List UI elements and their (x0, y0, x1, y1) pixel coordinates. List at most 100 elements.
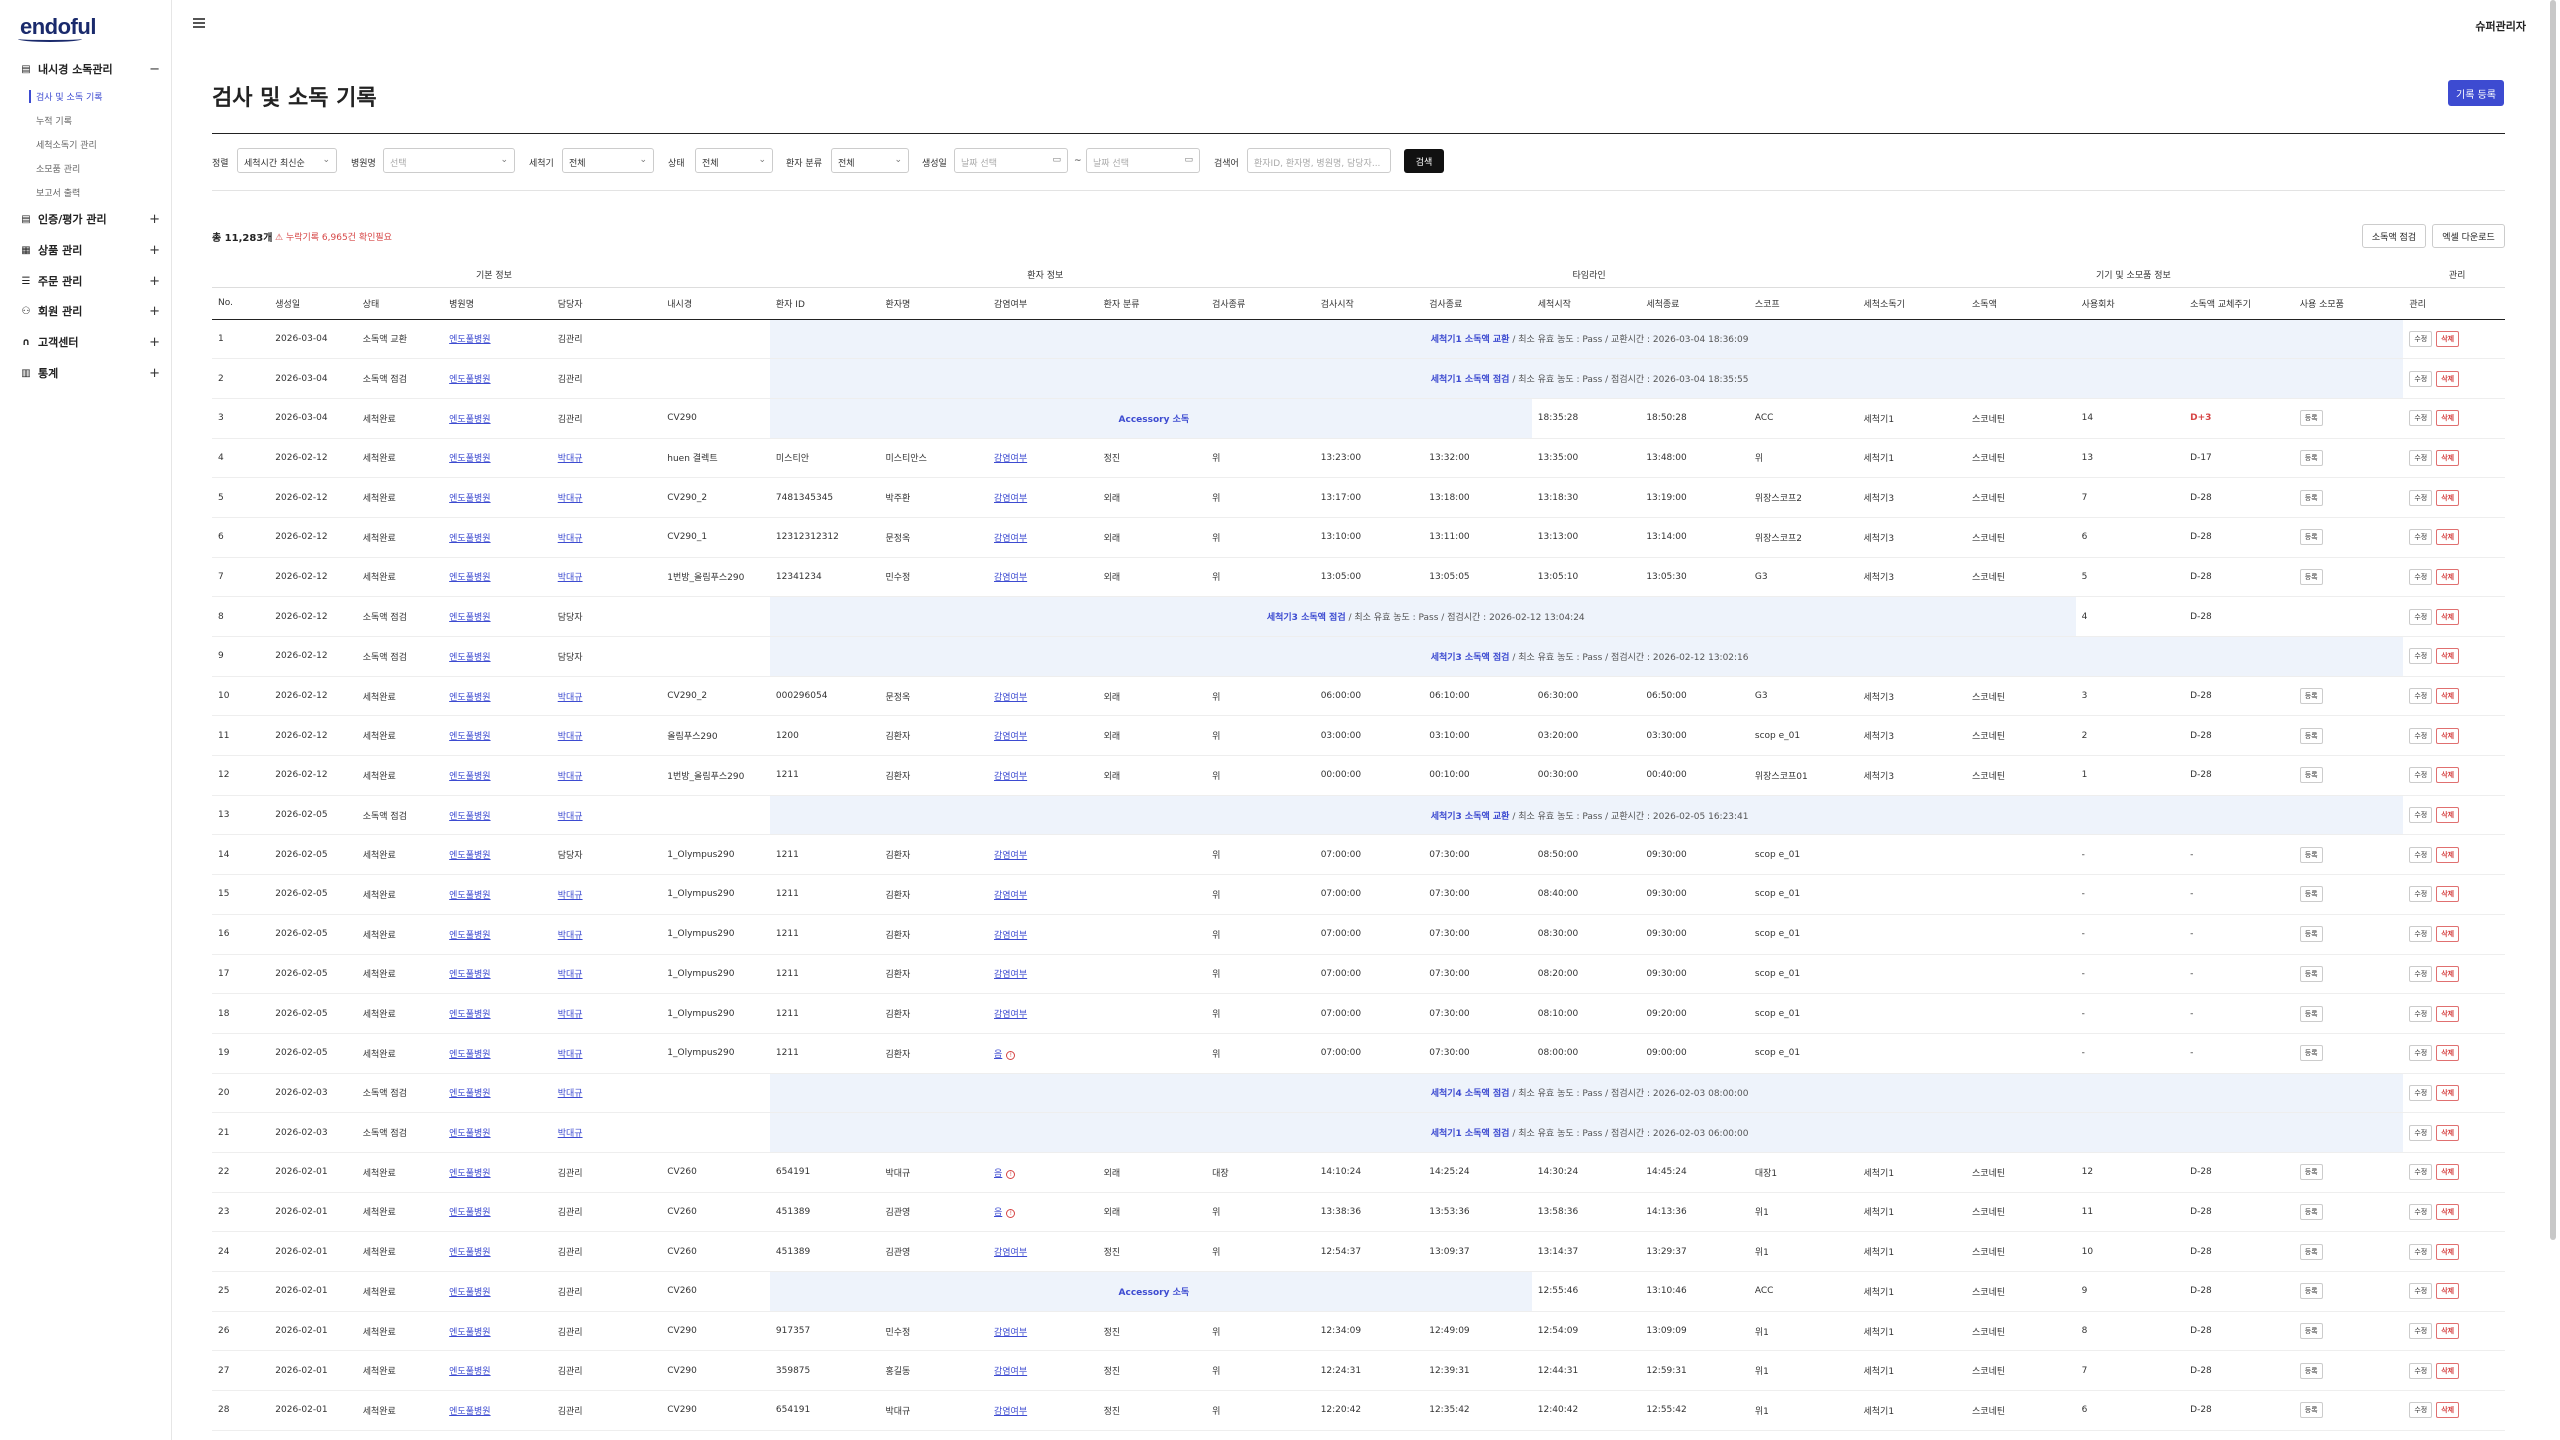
hospital-link[interactable]: 엔도풀병원 (443, 1192, 552, 1233)
hospital-link[interactable]: 엔도풀병원 (443, 755, 552, 796)
hospital-link-text[interactable]: 엔도풀병원 (449, 1287, 491, 1298)
staff-name-text[interactable]: 박대규 (557, 970, 583, 981)
hospital-link[interactable]: 엔도풀병원 (443, 676, 552, 717)
delete-button[interactable]: 삭제 (2436, 410, 2460, 427)
staff-name-text[interactable]: 박대규 (557, 533, 583, 544)
edit-button[interactable]: 수정 (2409, 1323, 2433, 1340)
search-button[interactable]: 검색 (1404, 149, 1444, 173)
delete-button[interactable]: 삭제 (2436, 1045, 2460, 1062)
staff-name[interactable]: 박대규 (551, 517, 662, 558)
staff-name-text[interactable]: 박대규 (557, 771, 583, 782)
infection-status-text[interactable]: 감염여부 (994, 1327, 1028, 1338)
hospital-link[interactable]: 엔도풀병원 (443, 914, 552, 955)
infection-status[interactable]: 감염여부 (988, 715, 1098, 757)
staff-name[interactable]: 박대규 (551, 477, 662, 518)
table-row[interactable]: 25 2026-02-01 세척완료 엔도풀병원 김관리 CV260 Accessory 소… (212, 1271, 2505, 1312)
infection-status-text[interactable]: 감염여부 (994, 454, 1028, 465)
delete-button[interactable]: 삭제 (2436, 568, 2460, 585)
table-row[interactable]: 19 2026-02-05 세척완료 엔도풀병원 박대규 1_Olympus290 1211… (212, 1033, 2505, 1074)
consumable-register-button[interactable]: 등록 (2299, 1005, 2323, 1022)
hospital-link[interactable]: 엔도풀병원 (443, 1073, 552, 1114)
hospital-link[interactable]: 엔도풀병원 (443, 1231, 552, 1272)
edit-button[interactable]: 수정 (2409, 1124, 2433, 1141)
edit-button[interactable]: 수정 (2409, 1243, 2433, 1260)
hospital-link-text[interactable]: 엔도풀병원 (449, 1129, 491, 1140)
delete-button[interactable]: 삭제 (2436, 1323, 2460, 1340)
excel-download-button[interactable]: 엑셀 다운로드 (2432, 224, 2505, 248)
scrollbar[interactable] (2550, 0, 2556, 1240)
hospital-link-text[interactable]: 엔도풀병원 (449, 692, 491, 703)
infection-status[interactable]: 감염여부 (988, 477, 1098, 518)
table-row[interactable]: 6 2026-02-12 세척완료 엔도풀병원 박대규 CV290_1 1231231231… (212, 517, 2505, 558)
hospital-link-text[interactable]: 엔도풀병원 (449, 573, 491, 584)
consumable-register-button[interactable]: 등록 (2299, 965, 2323, 982)
nav-sub-consumables[interactable]: 소모품 관리 (36, 165, 81, 175)
infection-status[interactable]: 감염여부 (988, 676, 1098, 717)
nav-sub-cumulative[interactable]: 누적 기록 (36, 117, 72, 127)
consumable-register-button[interactable]: 등록 (2299, 727, 2323, 744)
delete-button[interactable]: 삭제 (2436, 926, 2460, 943)
infection-status[interactable]: 감염여부 (988, 874, 1098, 915)
infection-status-text[interactable]: 감염여부 (994, 692, 1028, 703)
table-row[interactable]: 1 2026-03-04 소독액 교환 엔도풀병원 김관리 세척기1 소독액 교환 / 최… (212, 319, 2505, 360)
delete-button[interactable]: 삭제 (2436, 1283, 2460, 1300)
hospital-link[interactable]: 엔도풀병원 (443, 477, 552, 518)
infection-status-text[interactable]: 감염여부 (994, 533, 1028, 544)
sort-select[interactable]: 세척시간 최신순 ⌄ (237, 148, 337, 173)
delete-button[interactable]: 삭제 (2436, 370, 2460, 387)
table-row[interactable]: 16 2026-02-05 세척완료 엔도풀병원 박대규 1_Olympus290 1211… (212, 914, 2505, 955)
infection-status-text[interactable]: 감염여부 (994, 1406, 1028, 1417)
hospital-link-text[interactable]: 엔도풀병원 (449, 1049, 491, 1060)
staff-name-text[interactable]: 박대규 (557, 1129, 583, 1140)
hospital-link-text[interactable]: 엔도풀병원 (449, 494, 491, 505)
delete-button[interactable]: 삭제 (2436, 1084, 2460, 1101)
hospital-link-text[interactable]: 엔도풀병원 (449, 1248, 491, 1259)
hospital-link-text[interactable]: 엔도풀병원 (449, 771, 491, 782)
status-select[interactable]: 전체 ⌄ (695, 148, 773, 173)
hospital-link[interactable]: 엔도풀병원 (443, 1033, 552, 1074)
nav-sub-records[interactable]: 검사 및 소독 기록 (29, 90, 103, 103)
consumable-register-button[interactable]: 등록 (2299, 410, 2323, 427)
hospital-link-text[interactable]: 엔도풀병원 (449, 1089, 491, 1100)
staff-name[interactable]: 박대규 (551, 993, 662, 1034)
staff-name-text[interactable]: 박대규 (557, 732, 583, 743)
table-row[interactable]: 27 2026-02-01 세척완료 엔도풀병원 김관리 CV290 359875 홍길동 감염… (212, 1350, 2505, 1392)
hospital-link[interactable]: 엔도풀병원 (443, 834, 552, 876)
hospital-link-text[interactable]: 엔도풀병원 (449, 1406, 491, 1417)
table-row[interactable]: 17 2026-02-05 세척완료 엔도풀병원 박대규 1_Olympus290 1211… (212, 954, 2505, 995)
consumable-register-button[interactable]: 등록 (2299, 1362, 2323, 1379)
edit-button[interactable]: 수정 (2409, 370, 2433, 387)
consumable-register-button[interactable]: 등록 (2299, 846, 2323, 863)
staff-name-text[interactable]: 박대규 (557, 573, 583, 584)
staff-name-text[interactable]: 박대규 (557, 454, 583, 465)
table-row[interactable]: 2 2026-03-04 소독액 점검 엔도풀병원 김관리 세척기1 소독액 점검 / 최… (212, 358, 2505, 399)
edit-button[interactable]: 수정 (2409, 1045, 2433, 1062)
nav-group-products[interactable]: ▦ 상품 관리 + (20, 242, 160, 258)
nav-group-support[interactable]: ∩ 고객센터 + (20, 334, 160, 350)
consumable-register-button[interactable]: 등록 (2299, 886, 2323, 903)
hospital-link-text[interactable]: 엔도풀병원 (449, 1168, 491, 1179)
infection-status-text[interactable]: 감염여부 (994, 1367, 1028, 1378)
hospital-link[interactable]: 엔도풀병원 (443, 1152, 552, 1193)
date-to-input[interactable]: 날짜 선택 ▭ (1086, 148, 1200, 173)
date-from-input[interactable]: 날짜 선택 ▭ (954, 148, 1068, 173)
menu-icon[interactable] (193, 18, 205, 28)
hospital-link-text[interactable]: 엔도풀병원 (449, 1367, 491, 1378)
table-row[interactable]: 4 2026-02-12 세척완료 엔도풀병원 박대규 huen 결렉트 미스티안 미스티안스… (212, 438, 2505, 479)
infection-status[interactable]: 음! (988, 1033, 1098, 1074)
staff-name[interactable]: 박대규 (551, 795, 662, 836)
infection-status[interactable]: 감염여부 (988, 1350, 1098, 1392)
staff-name-text[interactable]: 박대규 (557, 494, 583, 505)
patient-type-select[interactable]: 전체 ⌄ (831, 148, 909, 173)
edit-button[interactable]: 수정 (2409, 688, 2433, 705)
edit-button[interactable]: 수정 (2409, 648, 2433, 665)
nav-sub-report[interactable]: 보고서 출력 (36, 189, 81, 199)
hospital-select[interactable]: 선택 ⌄ (383, 148, 515, 173)
hospital-link-text[interactable]: 엔도풀병원 (449, 970, 491, 981)
hospital-link-text[interactable]: 엔도풀병원 (449, 652, 491, 663)
hospital-link[interactable]: 엔도풀병원 (443, 954, 552, 995)
consumable-register-button[interactable]: 등록 (2299, 1243, 2323, 1260)
hospital-link-text[interactable]: 엔도풀병원 (449, 613, 491, 624)
infection-status-text[interactable]: 감염여부 (994, 494, 1028, 505)
consumable-register-button[interactable]: 등록 (2299, 926, 2323, 943)
